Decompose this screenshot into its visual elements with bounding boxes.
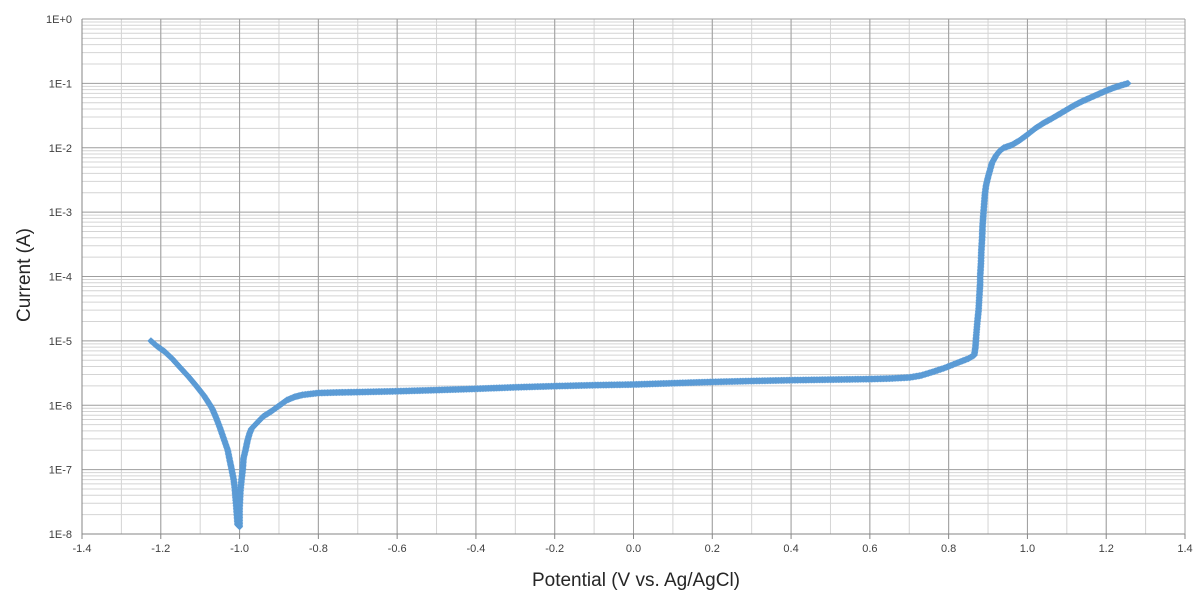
y-tick-labels: 1E-8 1E-7 1E-6 1E-5 1E-4 1E-3 1E-2 1E-1 1E+0 [46, 14, 72, 541]
x-tick-label: -0.2 [545, 543, 564, 555]
x-tick-label: 0.2 [705, 543, 720, 555]
y-tick-label: 1E-1 [49, 78, 72, 90]
x-axis-title: Potential (V vs. Ag/AgCl) [532, 570, 740, 591]
y-tick-label: 1E+0 [46, 14, 72, 26]
y-tick-label: 1E-6 [49, 400, 72, 412]
x-tick-label: 1.0 [1020, 543, 1035, 555]
data-series [147, 79, 1132, 531]
x-tick-label: 0.6 [862, 543, 877, 555]
x-tick-label: 0.8 [941, 543, 956, 555]
y-tick-label: 1E-3 [49, 207, 72, 219]
x-tick-label: -0.4 [466, 543, 485, 555]
major-gridlines [81, 18, 1186, 535]
x-tick-label: 1.4 [1177, 543, 1192, 555]
y-axis-title: Current (A) [14, 228, 35, 322]
x-tick-labels: -1.4 -1.2 -1.0 -0.8 -0.6 -0.4 -0.2 0.0 0.2 0.4 0.6… [73, 543, 1193, 555]
x-tick-label: -0.8 [309, 543, 328, 555]
y-tick-label: 1E-5 [49, 336, 72, 348]
data-point [1124, 79, 1132, 87]
x-tick-label: -1.4 [73, 543, 92, 555]
y-tick-label: 1E-4 [49, 272, 72, 284]
y-tick-label: 1E-8 [49, 529, 72, 541]
x-tick-label: 0.0 [626, 543, 641, 555]
x-tick-label: -1.2 [151, 543, 170, 555]
y-tick-label: 1E-7 [49, 465, 72, 477]
x-tick-label: 1.2 [1099, 543, 1114, 555]
x-tick-label: 0.4 [783, 543, 798, 555]
x-tick-label: -0.6 [388, 543, 407, 555]
axes [81, 19, 1186, 539]
y-tick-label: 1E-2 [49, 143, 72, 155]
x-tick-label: -1.0 [230, 543, 249, 555]
